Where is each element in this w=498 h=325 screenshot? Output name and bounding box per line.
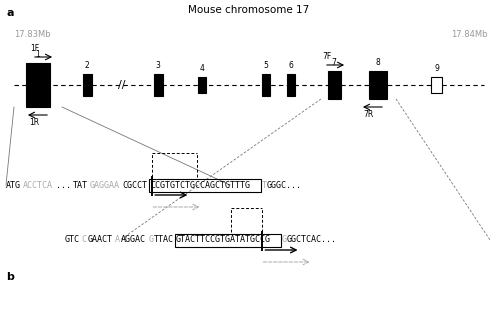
Bar [287,74,295,96]
Text: C: C [82,236,87,244]
Text: //: // [118,80,126,90]
Text: GGGC...: GGGC... [267,180,302,189]
Text: T: T [261,180,266,189]
Bar [262,74,270,96]
Text: 9: 9 [435,64,439,73]
Text: G: G [281,236,286,244]
Text: 17.83Mb: 17.83Mb [14,30,51,39]
Text: ATG: ATG [6,180,21,189]
Bar [328,71,341,99]
Text: 4: 4 [200,64,205,73]
Text: G: G [148,236,153,244]
Text: TAT: TAT [73,180,88,189]
Text: 1R: 1R [29,118,39,127]
Text: ACCTCA: ACCTCA [22,180,53,189]
Text: 1F: 1F [30,44,39,53]
Text: Mouse chromosome 17: Mouse chromosome 17 [188,5,310,15]
Text: ...: ... [56,180,71,189]
Text: 1: 1 [36,50,40,59]
Text: 7R: 7R [363,110,373,119]
Text: b: b [6,272,14,282]
Text: 8: 8 [375,58,380,67]
Text: 2: 2 [85,61,89,70]
Bar [149,179,261,192]
Bar [83,74,92,96]
Text: GTACTTCCGTGATATGCCG: GTACTTCCGTGATATGCCG [176,236,271,244]
Text: CGCCT: CGCCT [123,180,147,189]
Text: 6: 6 [288,61,293,70]
Text: TTAC: TTAC [154,236,174,244]
Text: GAACT: GAACT [87,236,112,244]
Bar [175,234,281,247]
Text: A: A [115,236,120,244]
Text: GAGGAA: GAGGAA [89,180,119,189]
Text: 3: 3 [155,61,160,70]
Text: CCGTGTCTGCCAGCTGTTTG: CCGTGTCTGCCAGCTGTTTG [150,180,250,189]
Bar [431,77,443,93]
Text: AGGAC: AGGAC [121,236,145,244]
Bar [198,77,206,93]
Bar [26,63,50,107]
Text: 17.84Mb: 17.84Mb [452,30,488,39]
Text: 5: 5 [263,61,268,70]
Bar [369,71,387,99]
Text: GGCTCAC...: GGCTCAC... [287,236,337,244]
Text: 7: 7 [332,58,337,67]
Bar [153,74,162,96]
Text: a: a [6,8,13,18]
Text: 7F: 7F [322,52,331,61]
Text: GTC: GTC [65,236,80,244]
